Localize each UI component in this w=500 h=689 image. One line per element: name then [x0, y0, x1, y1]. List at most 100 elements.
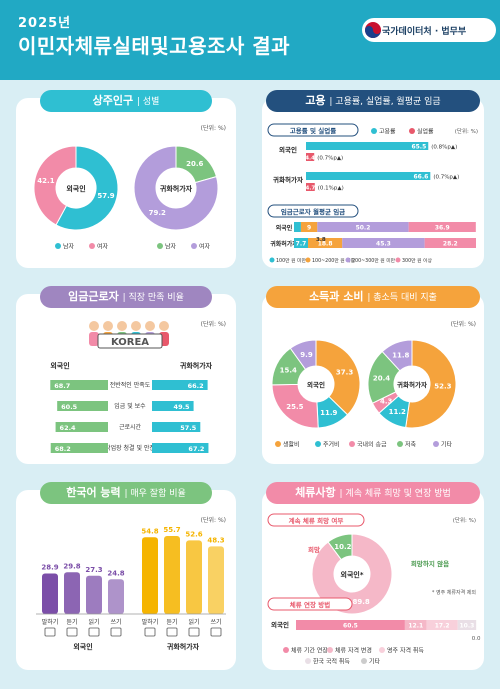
method-seg-3 — [457, 620, 477, 630]
stay-note: * 영주 체류자격 제외 — [432, 589, 476, 596]
korean-val-1-1: 55.7 — [163, 526, 180, 534]
korea-person-head-3 — [131, 321, 141, 331]
panel-wage — [16, 294, 236, 464]
gender-legend-0a-dot — [55, 243, 61, 249]
js-bar-1-1 — [152, 401, 194, 411]
spend-0-slice-0 — [315, 339, 361, 416]
spend-legend-4-text: 기타 — [441, 441, 453, 449]
stay-wish-label-0: 89.8 — [352, 598, 369, 606]
stay-wish-slice-0 — [311, 533, 393, 615]
korean-bar-0-1 — [64, 572, 80, 614]
wage-seg-1-2 — [342, 238, 425, 248]
korean-skill-icon-1-3 — [210, 627, 222, 637]
js-cat-3: 작업장 청결 및 안전 — [105, 444, 155, 452]
stay-subtitle-box — [267, 513, 365, 527]
logo-text: 국가데이터처 · 법무부 — [382, 27, 467, 37]
korea-sign — [97, 333, 163, 349]
method-val-3: 10.3 — [460, 623, 475, 630]
wage-subtitle: 임금근로자 월평균 임금 — [281, 207, 345, 216]
gender-legend-1a-dot — [157, 243, 163, 249]
korean-skill-icon-1-1 — [166, 627, 178, 637]
spend-1-label-0: 52.3 — [434, 383, 451, 391]
korean-unit: (단위: %) — [201, 516, 226, 524]
method-legend-4-text: 기타 — [369, 658, 381, 666]
wage-seg-1-1 — [308, 238, 343, 248]
js-val-0-0: 68.7 — [54, 382, 70, 390]
js-cat-0: 전반적인 만족도 — [110, 381, 151, 389]
wage-val-1-2: 45.3 — [376, 241, 391, 248]
section-title-stay: 체류사항 | 계속 체류 희망 및 연장 방법 — [266, 482, 480, 504]
gender-center-1: 귀화허가자 — [160, 184, 193, 193]
js-cat-1: 임금 및 보수 — [114, 402, 146, 410]
emp-subtitle-box — [267, 123, 359, 137]
korean-skill-icon-0-2 — [88, 627, 100, 637]
method-row-label: 외국인 — [271, 620, 289, 629]
emp-change-unemployment-1: (0.1%p▲) — [318, 186, 344, 192]
korean-skill-icon-0-1 — [66, 627, 78, 637]
korean-bar-1-3 — [208, 546, 224, 614]
korean-cat-0-2: 읽기 — [88, 618, 99, 626]
spend-legend-0-text: 생활비 — [283, 441, 300, 449]
method-val-0: 60.5 — [343, 623, 358, 630]
korea-person-head-1 — [103, 321, 113, 331]
spend-center-1: 귀화허가자 — [397, 380, 427, 389]
spend-legend-2-text: 국내의 송금 — [357, 441, 387, 449]
wage-row-label-1: 귀화허가자 — [270, 240, 298, 248]
korean-bar-0-2 — [86, 575, 102, 614]
emp-bar-employment-1 — [306, 172, 431, 180]
gender-legend-0a-text: 남자 — [63, 243, 75, 251]
korean-val-0-1: 29.8 — [63, 562, 80, 570]
stay-subtitle: 계속 체류 희망 여부 — [289, 516, 344, 525]
section-title-wage: 임금근로자 | 직장 만족 비율 — [40, 286, 212, 308]
js-bar-0-1 — [57, 401, 108, 411]
korean-val-1-0: 54.8 — [141, 527, 158, 535]
korean-bar-1-2 — [186, 540, 202, 614]
js-val-1-0: 66.2 — [188, 382, 204, 390]
korean-val-1-2: 52.6 — [185, 530, 202, 538]
emp-row-label-1: 귀화허가자 — [273, 175, 303, 184]
method-legend-0-dot — [283, 647, 289, 653]
korean-bar-0-0 — [42, 573, 58, 614]
wage-val-0-2: 50.2 — [356, 225, 371, 232]
spend-legend-0-dot — [275, 441, 281, 447]
section-title-residents: 상주인구 | 성별 — [40, 90, 212, 112]
spend-legend-1-dot — [315, 441, 321, 447]
js-val-0-1: 60.5 — [61, 403, 78, 411]
wage-seg-0-2 — [317, 222, 409, 232]
wage-legend-dot-1 — [305, 257, 311, 263]
method-subtitle: 체류 연장 방법 — [290, 600, 330, 609]
logo-badge — [362, 18, 496, 42]
wage-legend-dot-0 — [269, 257, 275, 263]
emp-legend-1-text: 실업률 — [417, 128, 434, 136]
residents-unit: (단위: %) — [201, 124, 226, 132]
emp-unit: (단위: %) — [455, 127, 478, 135]
wage-val-0-1: 9 — [307, 225, 311, 232]
wage-seg-0-3 — [408, 222, 476, 232]
gender-1-label-1: 79.2 — [149, 209, 166, 217]
wage-val-small-0: 3.8 — [316, 237, 326, 243]
report-title: 이민자체류실태및고용조사 결과 — [18, 34, 291, 58]
korea-person-head-0 — [89, 321, 99, 331]
js-bar-1-3 — [152, 443, 209, 453]
korean-skill-icon-1-2 — [188, 627, 200, 637]
method-val-1: 12.1 — [408, 623, 423, 630]
spend-legend-4-dot — [433, 441, 439, 447]
korean-val-1-3: 48.3 — [207, 536, 224, 544]
section-title-employment: 고용 | 고용률, 실업률, 월평균 임금 — [266, 90, 480, 112]
spend-1-label-3: 20.4 — [373, 375, 390, 383]
spend-center-0: 외국인 — [307, 380, 325, 389]
wage-legend-dot-2 — [345, 257, 351, 263]
method-legend-4-dot — [361, 658, 367, 664]
korean-bar-1-0 — [142, 537, 158, 614]
gender-0-slice-1 — [33, 145, 77, 226]
korea-person-head-5 — [159, 321, 169, 331]
korean-cat-0-3: 쓰기 — [110, 618, 121, 626]
js-val-1-3: 67.2 — [188, 445, 204, 453]
method-legend-3-text: 한국 국적 취득 — [313, 658, 350, 666]
korean-cat-1-2: 읽기 — [188, 618, 199, 626]
spend-1-label-2: 4.3 — [380, 398, 393, 406]
emp-change-employment-0: (0.8%p▲) — [431, 145, 457, 151]
korean-series-1: 귀화허가자 — [167, 642, 200, 651]
spend-0-slice-4 — [289, 339, 317, 371]
